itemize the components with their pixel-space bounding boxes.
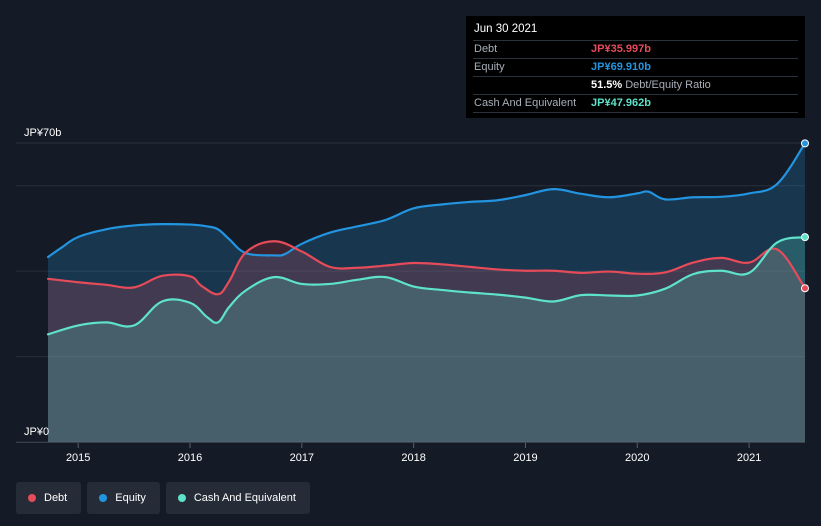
cash-and-equivalent-area <box>48 237 805 442</box>
cash-and-equivalent-endpoint <box>801 233 809 242</box>
tooltip-ratio-label: Debt/Equity Ratio <box>625 79 711 91</box>
tooltip-row-cash: Cash And Equivalent JP¥47.962b <box>473 94 798 113</box>
tooltip-cash-label: Cash And Equivalent <box>474 97 577 109</box>
legend-cash-label: Cash And Equivalent <box>193 492 296 504</box>
tooltip-debt-label: Debt <box>474 43 498 55</box>
equity-line <box>46 142 807 259</box>
x-tick-label: 2021 <box>737 452 761 464</box>
tooltip-date: Jun 30 2021 <box>474 23 538 35</box>
x-tick-label: 2017 <box>290 452 314 464</box>
debt-line <box>46 240 807 296</box>
x-tick-label: 2019 <box>513 452 537 464</box>
debt-area <box>48 241 805 442</box>
data-tooltip: Jun 30 2021 Debt JP¥35.997b Equity JP¥69… <box>466 16 805 118</box>
tooltip-row-debt: Debt JP¥35.997b <box>473 40 798 58</box>
cash-and-equivalent-line <box>46 236 807 336</box>
legend-item-cash[interactable]: Cash And Equivalent <box>165 482 310 514</box>
legend-item-debt[interactable]: Debt <box>16 482 82 514</box>
y-tick-label-max: JP¥70b <box>24 127 61 139</box>
tooltip-equity-label: Equity <box>474 61 505 73</box>
tooltip-ratio-value: 51.5% <box>591 79 623 91</box>
legend-item-equity[interactable]: Equity <box>87 482 160 514</box>
legend-cash-dot-icon <box>177 494 186 502</box>
equity-area <box>48 143 805 442</box>
legend-debt-label: Debt <box>44 492 68 504</box>
tooltip-cash-value: JP¥47.962b <box>591 97 651 109</box>
tooltip-equity-value: JP¥69.910b <box>591 61 651 73</box>
legend-debt-dot-icon <box>28 494 36 502</box>
legend-equity-dot-icon <box>99 494 108 502</box>
legend-equity-label: Equity <box>115 492 146 504</box>
series-lines <box>46 142 807 336</box>
x-tick-label: 2020 <box>625 452 649 464</box>
tooltip-row-equity: Equity JP¥69.910b <box>473 58 798 76</box>
tooltip-debt-value: JP¥35.997b <box>591 43 651 55</box>
equity-endpoint <box>801 139 809 148</box>
x-tick-label: 2018 <box>401 452 425 464</box>
chart-legend: Debt Equity Cash And Equivalent <box>16 482 316 514</box>
debt-endpoint <box>801 284 809 293</box>
y-tick-label-min: JP¥0 <box>24 426 49 438</box>
x-tick-label: 2015 <box>66 452 90 464</box>
tooltip-row-ratio: 51.5% Debt/Equity Ratio <box>473 76 798 94</box>
series-areas <box>48 143 805 442</box>
x-tick-label: 2016 <box>178 452 202 464</box>
series-endpoints <box>801 139 809 293</box>
x-axis: 2015 2016 2017 2018 2019 2020 2021 <box>16 442 805 464</box>
